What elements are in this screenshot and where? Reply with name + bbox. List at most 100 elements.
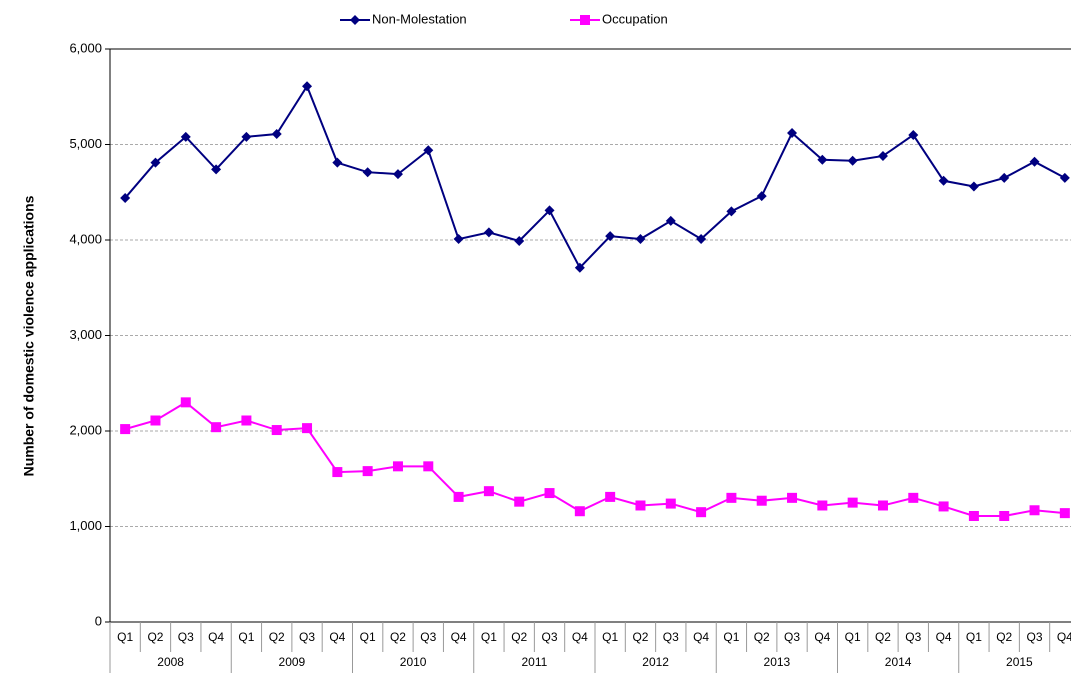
series-line (124, 84, 1066, 270)
marker (847, 155, 858, 166)
marker (180, 397, 191, 408)
marker (635, 500, 646, 511)
marker (696, 507, 707, 518)
x-tick-label: Q2 (632, 630, 648, 644)
x-group-label: 2012 (642, 655, 669, 669)
marker (726, 206, 737, 217)
marker (968, 510, 979, 521)
marker (271, 425, 282, 436)
x-tick-label: Q3 (1027, 630, 1043, 644)
x-tick-label: Q3 (663, 630, 679, 644)
marker (847, 497, 858, 508)
x-tick-label: Q1 (481, 630, 497, 644)
marker (665, 215, 676, 226)
marker (635, 234, 646, 245)
marker (241, 415, 252, 426)
marker (392, 461, 403, 472)
x-tick-label: Q1 (966, 630, 982, 644)
x-tick-label: Q1 (845, 630, 861, 644)
x-tick-label: Q4 (693, 630, 709, 644)
marker (665, 498, 676, 509)
x-group-label: 2009 (279, 655, 306, 669)
marker (350, 15, 360, 25)
marker (968, 181, 979, 192)
marker (605, 491, 616, 502)
marker (605, 231, 616, 242)
marker (241, 131, 252, 142)
marker (817, 500, 828, 511)
marker (726, 492, 737, 503)
marker (574, 262, 585, 273)
marker (483, 227, 494, 238)
x-tick-label: Q4 (814, 630, 830, 644)
x-group-label: 2013 (764, 655, 791, 669)
marker (514, 235, 525, 246)
x-tick-label: Q1 (238, 630, 254, 644)
marker (574, 506, 585, 517)
marker (392, 169, 403, 180)
legend-label: Non-Molestation (372, 11, 467, 26)
x-tick-label: Q2 (996, 630, 1012, 644)
marker (150, 415, 161, 426)
x-tick-label: Q4 (936, 630, 952, 644)
y-tick-label: 4,000 (69, 231, 102, 246)
marker (332, 467, 343, 478)
marker (271, 128, 282, 139)
marker (544, 205, 555, 216)
x-group-label: 2014 (885, 655, 912, 669)
x-tick-label: Q4 (329, 630, 345, 644)
marker (756, 495, 767, 506)
marker (362, 167, 373, 178)
x-group-label: 2015 (1006, 655, 1033, 669)
y-tick-label: 5,000 (69, 136, 102, 151)
x-tick-label: Q4 (572, 630, 588, 644)
marker (877, 150, 888, 161)
marker (817, 154, 828, 165)
marker (180, 131, 191, 142)
marker (1059, 508, 1070, 519)
marker (1059, 172, 1070, 183)
marker (150, 157, 161, 168)
marker (756, 191, 767, 202)
marker (877, 500, 888, 511)
x-tick-label: Q2 (147, 630, 163, 644)
marker (938, 175, 949, 186)
x-tick-label: Q1 (360, 630, 376, 644)
x-tick-label: Q1 (117, 630, 133, 644)
x-tick-label: Q3 (905, 630, 921, 644)
x-tick-label: Q2 (875, 630, 891, 644)
x-tick-label: Q1 (723, 630, 739, 644)
y-tick-label: 6,000 (69, 40, 102, 55)
y-tick-label: 2,000 (69, 422, 102, 437)
x-tick-label: Q3 (178, 630, 194, 644)
marker (908, 129, 919, 140)
x-tick-label: Q4 (208, 630, 224, 644)
marker (514, 496, 525, 507)
marker (453, 234, 464, 245)
x-tick-label: Q3 (784, 630, 800, 644)
marker (483, 486, 494, 497)
x-tick-label: Q3 (420, 630, 436, 644)
marker (120, 424, 131, 435)
y-tick-label: 3,000 (69, 327, 102, 342)
marker (453, 491, 464, 502)
x-tick-label: Q1 (602, 630, 618, 644)
y-tick-label: 0 (95, 613, 102, 628)
marker (332, 157, 343, 168)
marker (999, 510, 1010, 521)
y-tick-label: 1,000 (69, 518, 102, 533)
marker (696, 234, 707, 245)
marker (211, 164, 222, 175)
x-tick-label: Q4 (451, 630, 467, 644)
marker (211, 422, 222, 433)
marker (423, 461, 434, 472)
series-line (124, 401, 1065, 517)
x-group-label: 2008 (157, 655, 184, 669)
marker (302, 81, 313, 92)
legend-label: Occupation (602, 11, 668, 26)
x-group-label: 2011 (521, 655, 547, 669)
x-tick-label: Q2 (511, 630, 527, 644)
x-tick-label: Q3 (542, 630, 558, 644)
marker (1029, 505, 1040, 516)
marker (787, 492, 798, 503)
